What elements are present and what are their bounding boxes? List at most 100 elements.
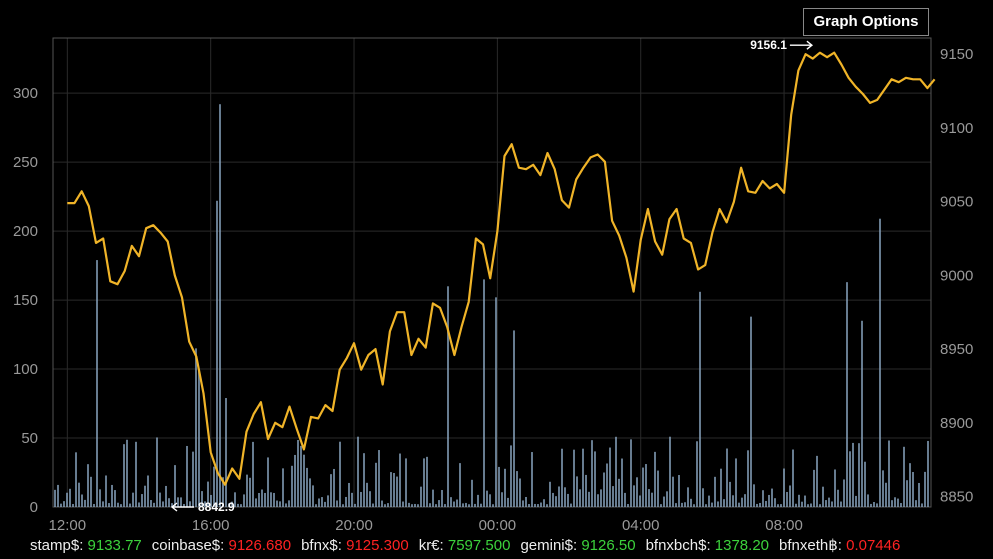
- volume-bar: [402, 501, 404, 507]
- volume-bar: [822, 486, 824, 507]
- volume-bar: [351, 492, 353, 507]
- volume-bar: [900, 503, 902, 507]
- volume-bar: [870, 503, 872, 507]
- volume-bar: [357, 436, 359, 507]
- volume-bar: [876, 503, 878, 507]
- right-axis-tick-label: 8950: [940, 341, 973, 358]
- volume-bar: [570, 503, 572, 507]
- volume-bar: [807, 504, 809, 507]
- volume-bar: [516, 471, 518, 507]
- volume-bar: [459, 463, 461, 507]
- volume-bar: [921, 503, 923, 507]
- volume-bar: [564, 487, 566, 507]
- volume-bar: [507, 497, 509, 507]
- volume-bar: [690, 498, 692, 507]
- volume-bar: [285, 503, 287, 507]
- volume-bar: [306, 467, 308, 507]
- volume-bar: [909, 463, 911, 507]
- volume-bar: [468, 504, 470, 507]
- volume-bar: [615, 436, 617, 507]
- volume-bar: [438, 500, 440, 507]
- volume-bar: [90, 476, 92, 507]
- volume-bar: [375, 462, 377, 507]
- volume-bar: [519, 478, 521, 507]
- volume-bar: [186, 445, 188, 507]
- volume-bar: [654, 451, 656, 507]
- volume-bar: [243, 494, 245, 507]
- volume-bar: [636, 477, 638, 507]
- volume-bar: [585, 474, 587, 507]
- volume-bar: [714, 476, 716, 507]
- volume-bar: [552, 492, 554, 507]
- volume-bar: [765, 500, 767, 507]
- volume-bar: [339, 441, 341, 507]
- volume-bar: [66, 492, 68, 507]
- volume-bar: [177, 497, 179, 507]
- ticker-label: bfnx$:: [301, 537, 347, 554]
- volume-bar: [261, 489, 263, 507]
- volume-bar: [405, 458, 407, 507]
- volume-bar: [441, 489, 443, 507]
- volume-bar: [192, 451, 194, 507]
- volume-bar: [522, 500, 524, 507]
- ticker-item: gemini$: 9126.50: [520, 537, 635, 554]
- volume-bar: [816, 455, 818, 507]
- ticker-item: stamp$: 9133.77: [30, 537, 142, 554]
- volume-bar: [456, 499, 458, 507]
- volume-bar: [702, 488, 704, 507]
- x-axis-tick-label: 00:00: [479, 517, 517, 534]
- volume-bar: [558, 486, 560, 507]
- left-axis-tick-label: 100: [13, 361, 38, 378]
- volume-bar: [819, 504, 821, 507]
- volume-bar: [735, 458, 737, 507]
- volume-bar: [387, 503, 389, 507]
- volume-bar: [627, 504, 629, 507]
- ticker-value: 7597.500: [447, 537, 511, 554]
- volume-bar: [639, 495, 641, 507]
- volume-bar: [408, 502, 410, 507]
- volume-bar: [717, 501, 719, 507]
- volume-bar: [630, 439, 632, 507]
- volume-bar: [78, 482, 80, 507]
- volume-bar: [390, 472, 392, 507]
- max-price-arrow: [789, 40, 814, 50]
- ticker-label: bfnxeth฿:: [779, 537, 847, 554]
- volume-bar: [645, 464, 647, 507]
- volume-bar: [726, 448, 728, 507]
- volume-bar: [495, 297, 497, 507]
- volume-bar: [342, 504, 344, 507]
- volume-bar: [153, 502, 155, 507]
- ticker-label: gemini$:: [520, 537, 582, 554]
- volume-bar: [744, 494, 746, 507]
- volume-bar: [591, 440, 593, 507]
- volume-bar: [303, 454, 305, 507]
- graph-options-button[interactable]: Graph Options: [803, 8, 929, 36]
- volume-bar: [294, 454, 296, 507]
- volume-bar: [237, 503, 239, 507]
- volume-bar: [741, 497, 743, 507]
- volume-bar: [567, 493, 569, 507]
- volume-bar: [525, 496, 527, 507]
- volume-bar: [471, 479, 473, 507]
- volume-bar: [915, 500, 917, 507]
- volume-bar: [330, 474, 332, 507]
- volume-bar: [201, 491, 203, 507]
- volume-bar: [126, 439, 128, 507]
- ticker-item: bfnx$: 9125.300: [301, 537, 409, 554]
- volume-bar: [576, 476, 578, 507]
- volume-bar: [801, 501, 803, 507]
- volume-bar: [669, 436, 671, 507]
- left-axis-tick-label: 250: [13, 154, 38, 171]
- volume-bar: [579, 489, 581, 507]
- right-axis-tick-label: 9100: [940, 120, 973, 137]
- volume-bar: [132, 492, 134, 507]
- volume-bar: [879, 218, 881, 507]
- volume-bar: [795, 503, 797, 507]
- exchange-ticker-bar: stamp$: 9133.77 coinbase$: 9126.680 bfnx$:…: [30, 536, 910, 558]
- volume-bar: [573, 449, 575, 507]
- volume-bar: [258, 493, 260, 507]
- volume-bar: [549, 481, 551, 507]
- volume-bar: [606, 463, 608, 507]
- volume-bar: [159, 492, 161, 507]
- volume-bar: [621, 458, 623, 507]
